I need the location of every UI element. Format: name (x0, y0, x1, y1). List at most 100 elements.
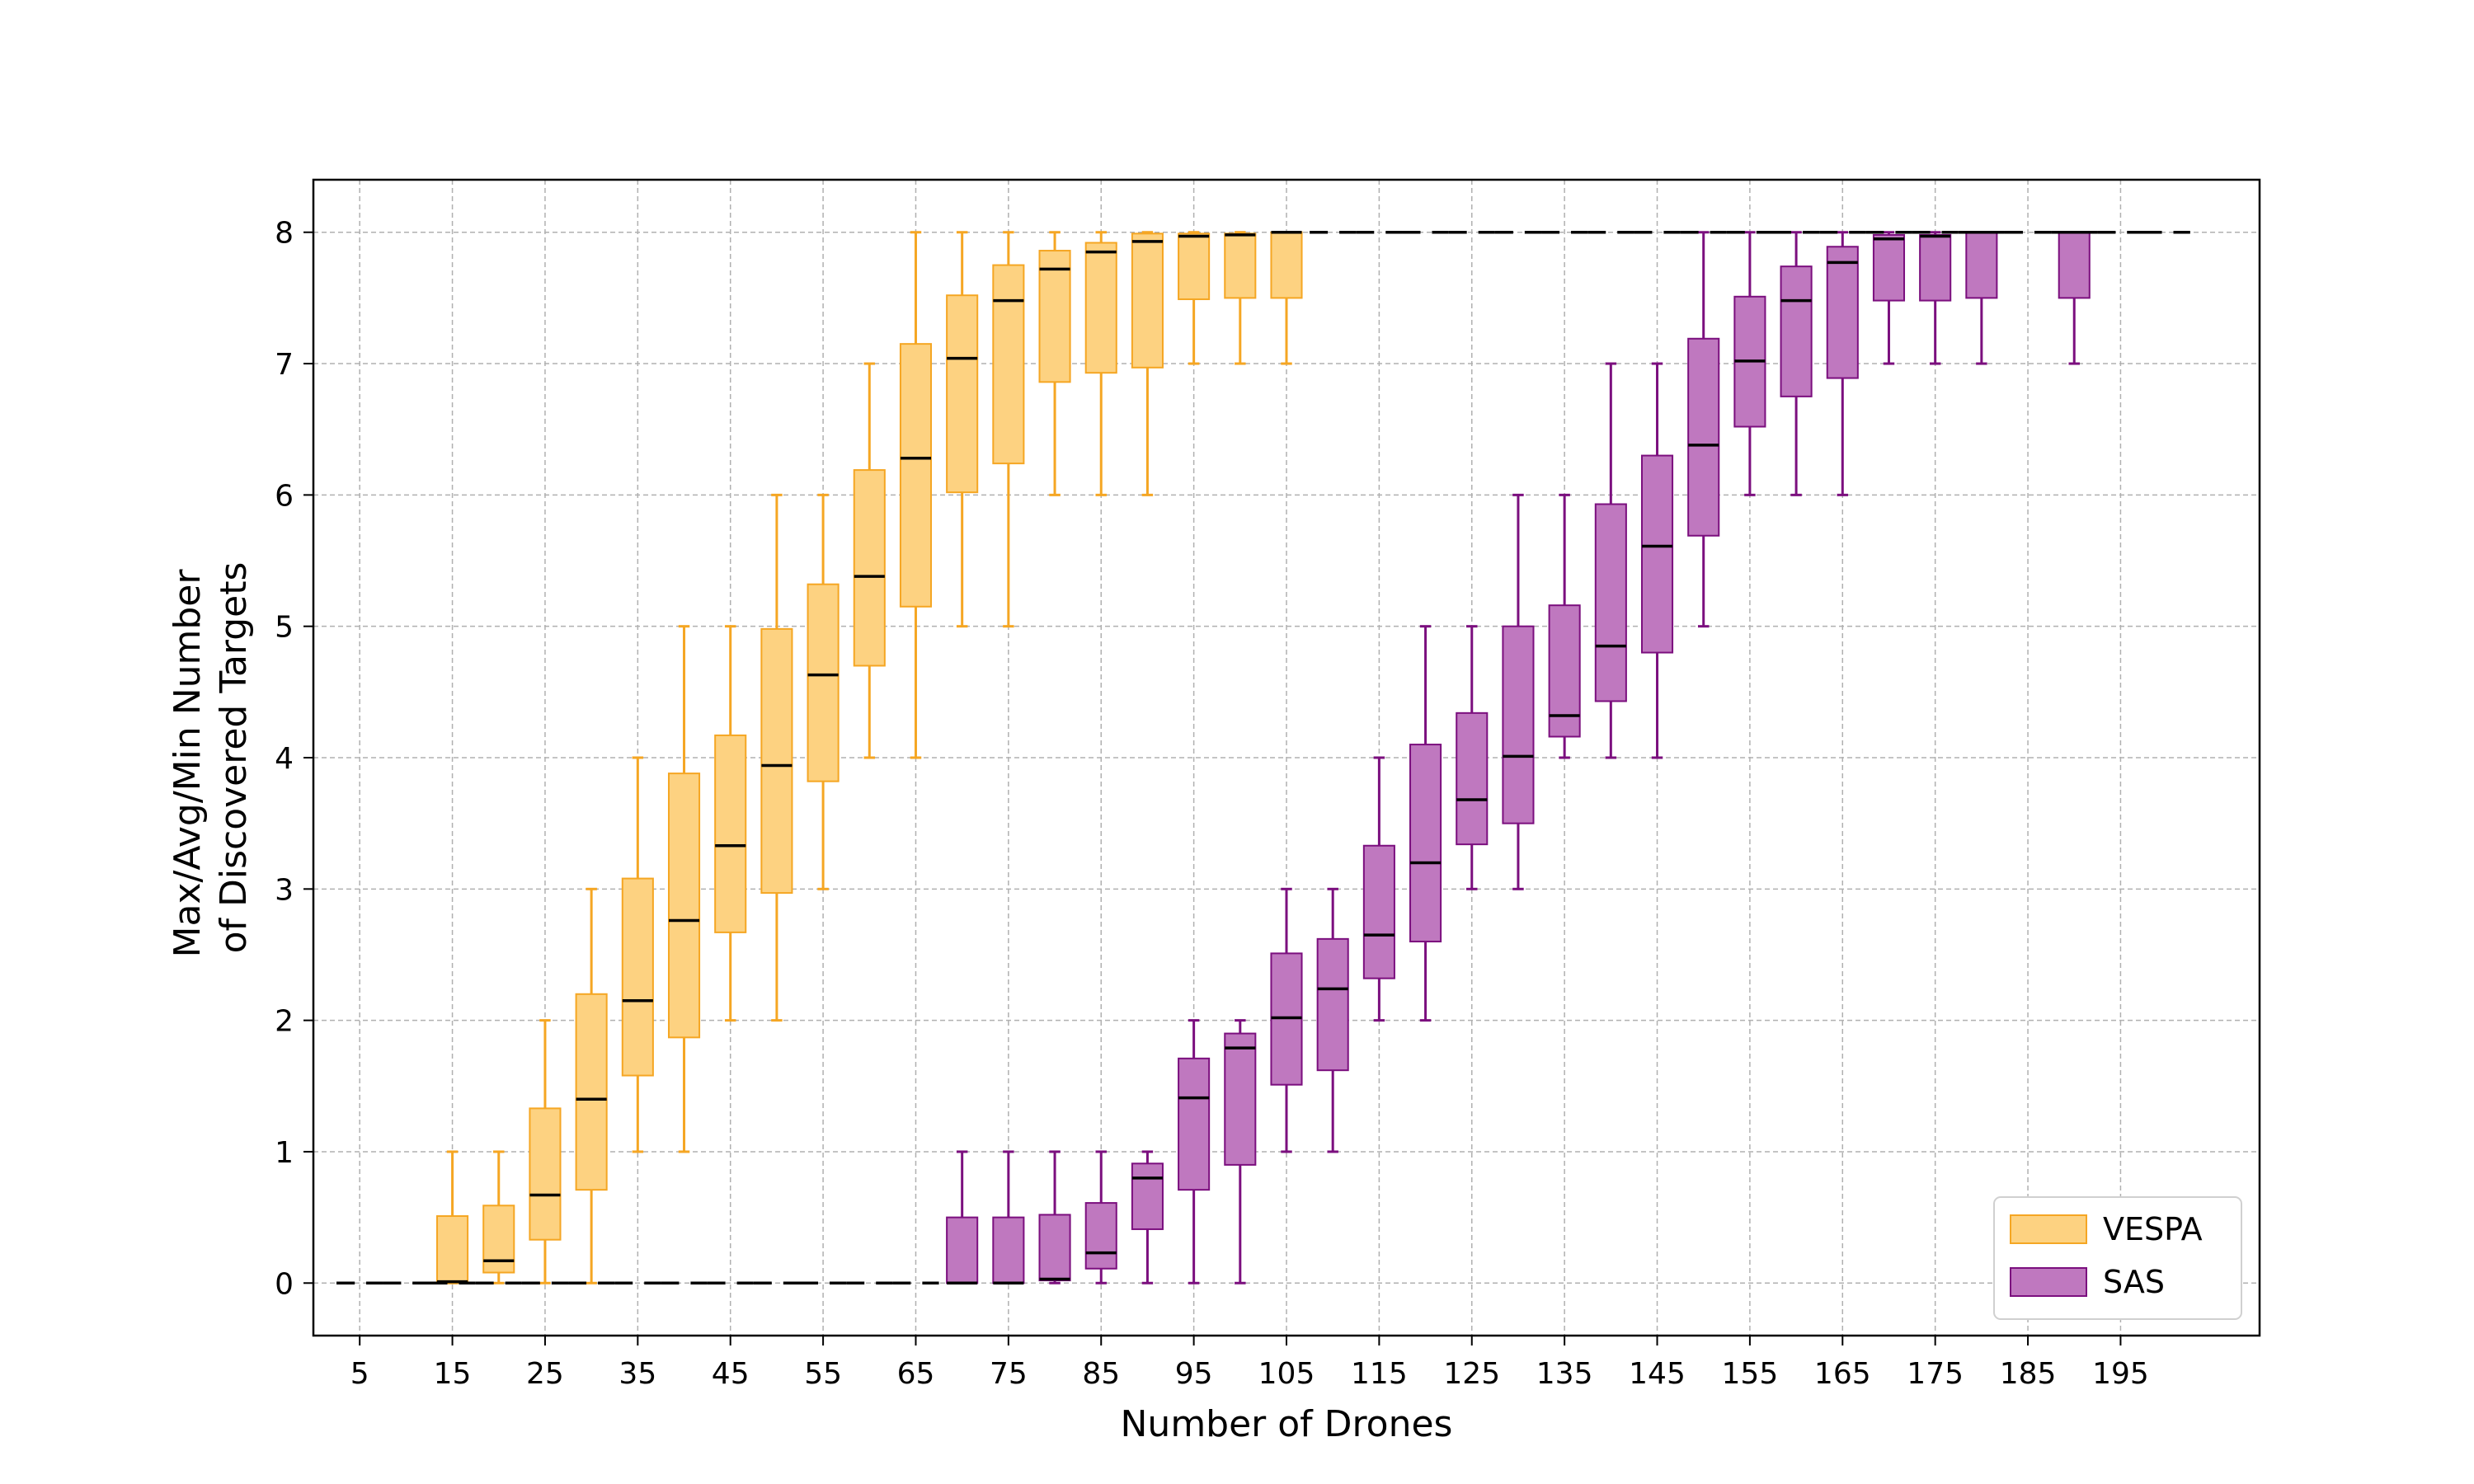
box-sas-100 (1224, 1019, 1257, 1284)
box-sas-130 (1502, 493, 1535, 890)
flat-segments-sas (336, 230, 2190, 1285)
box-iqr (1038, 250, 1071, 383)
x-tick-label: 45 (712, 1357, 750, 1391)
box-iqr (482, 1205, 515, 1274)
x-tick-label: 5 (350, 1357, 369, 1391)
box-iqr (1084, 242, 1117, 374)
legend-label-vespa: VESPA (2103, 1211, 2203, 1247)
legend-swatch-vespa (2010, 1214, 2087, 1244)
box-iqr (1270, 231, 1303, 299)
box-iqr (1224, 232, 1257, 299)
box-iqr (2058, 231, 2091, 299)
series-boxes (336, 230, 2190, 1285)
series-sas (946, 230, 2091, 1285)
box-iqr (575, 993, 608, 1191)
x-tick-label: 95 (1175, 1357, 1213, 1391)
box-vespa-60 (853, 362, 886, 759)
axis-ticks: 5 15 25 35 45 55 65 75 85 95 105 115 125 135 145 155 165… (275, 217, 2149, 1391)
box-iqr (1409, 744, 1442, 943)
box-iqr (946, 294, 979, 494)
box-iqr (1826, 246, 1859, 379)
box-vespa-85 (1084, 231, 1117, 496)
box-iqr (1872, 233, 1906, 302)
box-sas-145 (1640, 362, 1674, 759)
x-tick-label: 15 (434, 1357, 472, 1391)
box-iqr (1965, 231, 1998, 299)
box-sas-70 (946, 1150, 979, 1285)
box-vespa-90 (1131, 231, 1164, 496)
box-iqr (1456, 711, 1489, 846)
x-tick-label: 135 (1536, 1357, 1593, 1391)
x-tick-label: 25 (526, 1357, 564, 1391)
x-tick-label: 145 (1629, 1357, 1686, 1391)
x-tick-label: 175 (1907, 1357, 1964, 1391)
y-tick-label: 2 (275, 1005, 294, 1039)
box-vespa-45 (714, 625, 747, 1022)
y-tick-label: 8 (275, 217, 294, 251)
box-vespa-50 (760, 493, 793, 1022)
box-sas-150 (1687, 231, 1720, 628)
box-iqr (1919, 233, 1952, 302)
box-iqr (1178, 1057, 1211, 1191)
box-sas-110 (1316, 887, 1349, 1153)
box-iqr (899, 343, 933, 608)
box-iqr (1640, 454, 1674, 654)
box-vespa-70 (946, 231, 979, 628)
box-sas-140 (1594, 362, 1627, 759)
x-tick-label: 165 (1814, 1357, 1871, 1391)
box-vespa-35 (621, 756, 654, 1153)
y-tick-label: 1 (275, 1136, 294, 1170)
box-iqr (1316, 937, 1349, 1072)
box-vespa-25 (529, 1019, 562, 1284)
box-sas-95 (1178, 1019, 1211, 1284)
box-sas-75 (992, 1150, 1025, 1285)
box-vespa-55 (807, 493, 840, 890)
x-tick-label: 35 (618, 1357, 656, 1391)
box-vespa-20 (482, 1150, 515, 1284)
box-sas-80 (1038, 1150, 1071, 1284)
box-sas-170 (1872, 231, 1906, 365)
y-tick-label: 5 (275, 611, 294, 645)
y-axis-label: Max/Avg/Min Number of Discovered Targets (167, 558, 255, 958)
box-iqr (946, 1216, 979, 1284)
legend-swatch-sas (2010, 1267, 2087, 1297)
box-iqr (714, 734, 747, 933)
box-vespa-95 (1178, 231, 1211, 365)
box-sas-120 (1409, 625, 1442, 1022)
box-iqr (1502, 625, 1535, 824)
legend: VESPA SAS (1993, 1196, 2242, 1320)
box-iqr (853, 469, 886, 667)
x-tick-label: 125 (1443, 1357, 1500, 1391)
box-sas-155 (1733, 231, 1766, 496)
box-iqr (1084, 1202, 1117, 1270)
x-tick-label: 155 (1722, 1357, 1779, 1391)
box-vespa-40 (667, 625, 701, 1153)
box-sas-125 (1456, 625, 1489, 890)
x-tick-label: 115 (1351, 1357, 1408, 1391)
x-tick-label: 185 (2000, 1357, 2057, 1391)
y-axis-label-line-2: of Discovered Targets (213, 562, 255, 954)
x-axis-label: Number of Drones (1121, 1403, 1453, 1445)
box-vespa-30 (575, 887, 608, 1284)
box-iqr (621, 877, 654, 1077)
y-tick-label: 0 (275, 1267, 294, 1301)
box-vespa-100 (1224, 231, 1257, 365)
box-iqr (1131, 232, 1164, 369)
box-sas-160 (1780, 231, 1813, 496)
box-iqr (436, 1215, 469, 1284)
y-axis-label-line-1: Max/Avg/Min Number (167, 569, 209, 958)
box-vespa-75 (992, 231, 1025, 628)
box-iqr (529, 1107, 562, 1241)
x-tick-label: 65 (897, 1357, 935, 1391)
box-sas-135 (1548, 493, 1581, 759)
box-iqr (1362, 844, 1395, 979)
box-iqr (1178, 232, 1211, 300)
box-iqr (807, 583, 840, 782)
box-iqr (1224, 1032, 1257, 1166)
box-sas-105 (1270, 887, 1303, 1153)
y-tick-label: 7 (275, 348, 294, 382)
y-tick-label: 4 (275, 742, 294, 776)
y-tick-label: 6 (275, 479, 294, 513)
y-tick-label: 3 (275, 873, 294, 907)
box-vespa-105 (1270, 230, 1303, 365)
